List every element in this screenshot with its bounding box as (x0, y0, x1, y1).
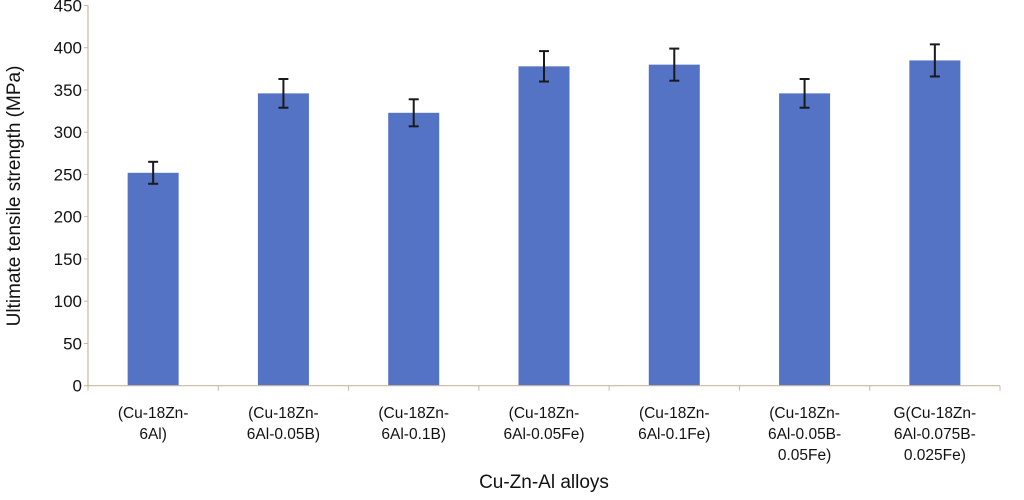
x-tick-label-line: 6Al-0.1Fe) (638, 426, 710, 443)
bar (257, 93, 309, 386)
x-tick-label-line: (Cu-18Zn- (118, 405, 189, 422)
x-tick-label: (Cu-18Zn- 6Al-0.05B- 0.05Fe) (768, 405, 841, 464)
x-tick-label-line: (Cu-18Zn- (509, 405, 580, 422)
x-tick-label-line: 0.05Fe) (778, 447, 831, 464)
y-tick-label: 300 (54, 123, 82, 142)
x-tick-label: (Cu-18Zn- 6Al-0.1B) (378, 405, 449, 443)
bar (518, 66, 570, 386)
bar (909, 60, 961, 386)
y-tick-label: 50 (63, 334, 82, 353)
x-tick-label: G(Cu-18Zn- 6Al-0.075B- 0.025Fe) (894, 405, 977, 464)
x-tick-label-line: 6Al-0.075B- (894, 426, 976, 443)
x-tick-label-line: 6Al-0.1B) (381, 426, 446, 443)
x-tick-label-line: 6Al-0.05B) (247, 426, 320, 443)
x-tick-label-line: G(Cu-18Zn- (894, 405, 977, 422)
x-tick-label-line: 0.025Fe) (904, 447, 966, 464)
x-tick-label-line: (Cu-18Zn- (639, 405, 710, 422)
bar (388, 112, 440, 386)
y-tick-label: 450 (54, 0, 82, 16)
x-tick-label-line: (Cu-18Zn- (378, 405, 449, 422)
x-tick-label-line: (Cu-18Zn- (248, 405, 319, 422)
x-tick-label: (Cu-18Zn- 6Al-0.1Fe) (638, 405, 710, 443)
y-tick-label: 100 (54, 292, 82, 311)
bar (648, 64, 700, 386)
y-tick-label: 0 (73, 377, 82, 396)
x-tick-label: (Cu-18Zn- 6Al-0.05Fe) (504, 405, 585, 443)
x-tick-label-line: (Cu-18Zn- (769, 405, 840, 422)
y-tick-label: 350 (54, 81, 82, 100)
y-tick-label: 400 (54, 39, 82, 58)
y-tick-label: 250 (54, 165, 82, 184)
x-tick-label-line: 6Al-0.05Fe) (504, 426, 585, 443)
x-tick-label-line: 6Al-0.05B- (768, 426, 841, 443)
y-tick-label: 150 (54, 250, 82, 269)
x-tick-label-line: 6Al) (139, 426, 167, 443)
y-tick-label: 200 (54, 208, 82, 227)
x-tick-label: (Cu-18Zn- 6Al) (118, 405, 189, 443)
x-tick-label: (Cu-18Zn- 6Al-0.05B) (247, 405, 320, 443)
bar (779, 93, 831, 386)
x-axis-label: Cu-Zn-Al alloys (479, 472, 609, 493)
bar (127, 172, 179, 386)
y-axis-label: Ultimate tensile strength (MPa) (4, 66, 25, 327)
